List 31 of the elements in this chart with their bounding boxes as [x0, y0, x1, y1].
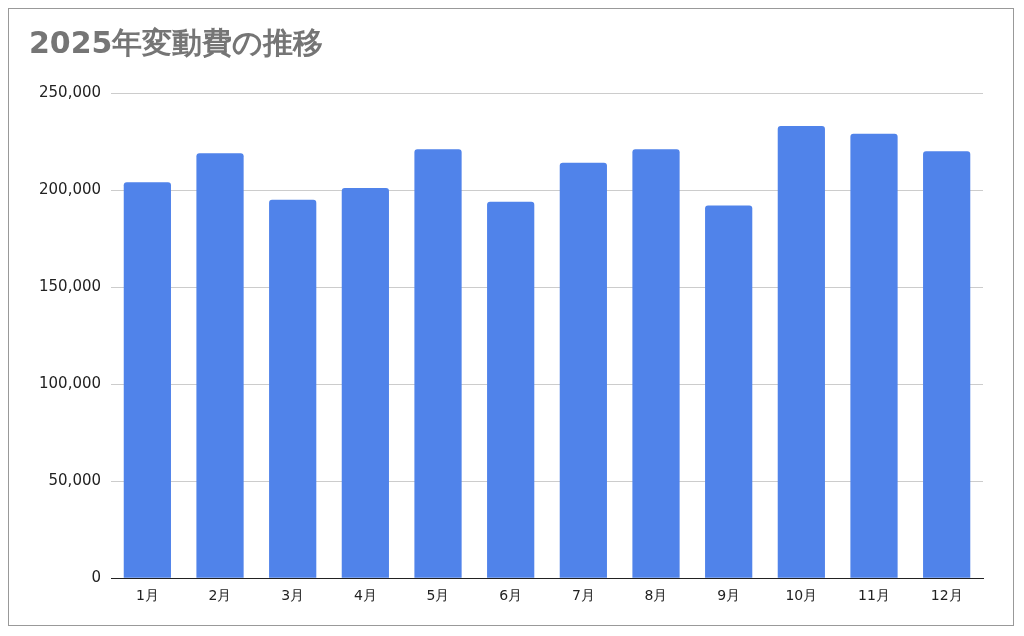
x-tick-label: 5月: [426, 587, 450, 604]
y-tick-label: 150,000: [39, 276, 102, 295]
bar: [414, 149, 462, 578]
x-tick-label: 12月: [930, 587, 963, 604]
bar: [269, 199, 317, 578]
x-tick-label: 3月: [281, 587, 305, 604]
x-tick-label: 11月: [858, 587, 890, 604]
y-tick-label: 0: [91, 568, 102, 587]
bar: [123, 182, 171, 578]
bar: [559, 162, 607, 578]
x-tick-label: 4月: [353, 587, 377, 604]
bar: [777, 125, 825, 578]
x-tick-label: 1月: [135, 587, 159, 604]
x-tick-label: 8月: [644, 587, 668, 604]
bar: [923, 151, 971, 578]
x-tick-label: 9月: [717, 587, 741, 604]
bar: [705, 205, 753, 578]
bar: [850, 133, 898, 578]
bar: [196, 153, 244, 578]
y-tick-label: 50,000: [48, 471, 102, 490]
y-tick-label: 100,000: [39, 374, 102, 393]
y-tick-label: 250,000: [39, 82, 102, 101]
bar: [632, 149, 680, 578]
x-tick-label: 2月: [208, 587, 232, 604]
bar: [487, 201, 535, 578]
y-tick-label: 200,000: [39, 179, 102, 198]
bar: [341, 188, 389, 578]
x-tick-label: 10月: [785, 587, 818, 604]
x-tick-label: 7月: [571, 587, 595, 604]
chart-title: 2025年変動費の推移: [29, 24, 324, 60]
x-tick-label: 6月: [499, 587, 523, 604]
